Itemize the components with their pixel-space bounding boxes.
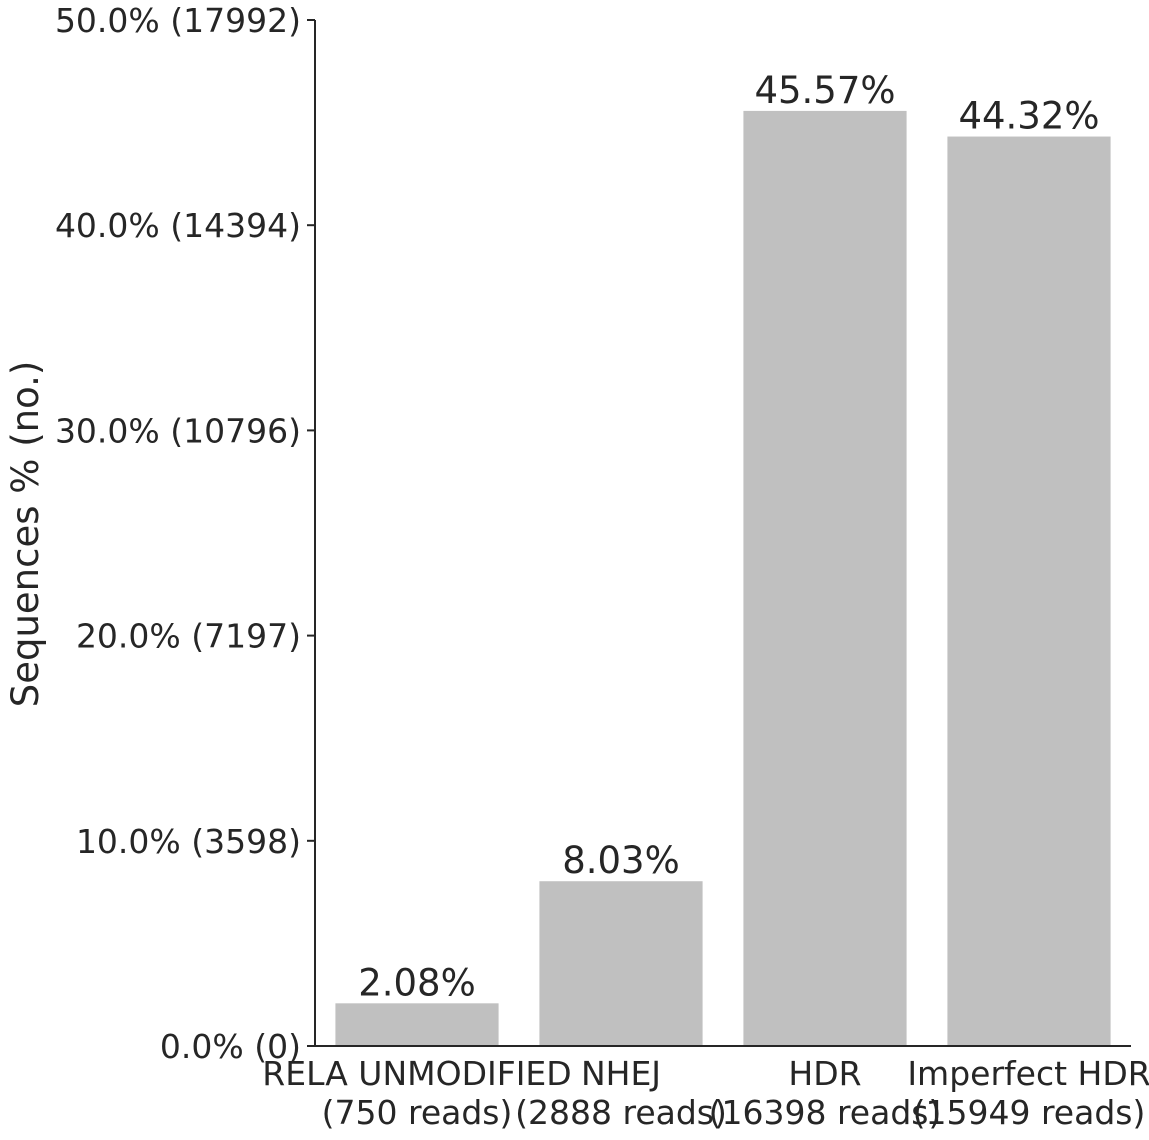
y-tick-label-3: 30.0% (10796) <box>55 411 301 450</box>
bar-1 <box>539 881 703 1046</box>
x-tick-label-2-name: HDR <box>788 1054 861 1093</box>
bar-value-label-1: 8.03% <box>562 839 680 882</box>
bar-value-label-2: 45.57% <box>754 69 895 112</box>
x-tick-label-3-name: Imperfect HDR <box>907 1054 1149 1093</box>
x-tick-label-3-reads: (15949 reads) <box>913 1093 1146 1132</box>
label-layer: 2.08% RELA UNMODIFIED(750 reads) 8.03% NHEJ… <box>55 1 1149 1132</box>
x-tick-label-0-reads: (750 reads) <box>322 1093 513 1132</box>
bar-2 <box>743 110 907 1046</box>
y-tick-label-2: 20.0% (7197) <box>76 617 301 656</box>
bar-value-label-3: 44.32% <box>958 95 1099 138</box>
y-tick-label-4: 40.0% (14394) <box>55 206 301 245</box>
y-axis-title: Sequences % (no.) <box>4 361 47 708</box>
x-tick-label-0-name: RELA UNMODIFIED <box>262 1054 571 1093</box>
y-tick-label-1: 10.0% (3598) <box>76 822 301 861</box>
bar-0 <box>335 1003 499 1046</box>
bar-value-label-0: 2.08% <box>358 961 476 1004</box>
axis-layer <box>307 19 1131 1047</box>
x-tick-label-2-reads: (16398 reads) <box>709 1093 942 1132</box>
bar-3 <box>947 136 1111 1047</box>
y-tick-label-0: 0.0% (0) <box>160 1027 301 1066</box>
x-tick-label-1-name: NHEJ <box>581 1054 661 1093</box>
bars-layer <box>335 110 1111 1047</box>
x-tick-label-1-reads: (2888 reads) <box>515 1093 727 1132</box>
y-tick-label-5: 50.0% (17992) <box>55 1 301 40</box>
